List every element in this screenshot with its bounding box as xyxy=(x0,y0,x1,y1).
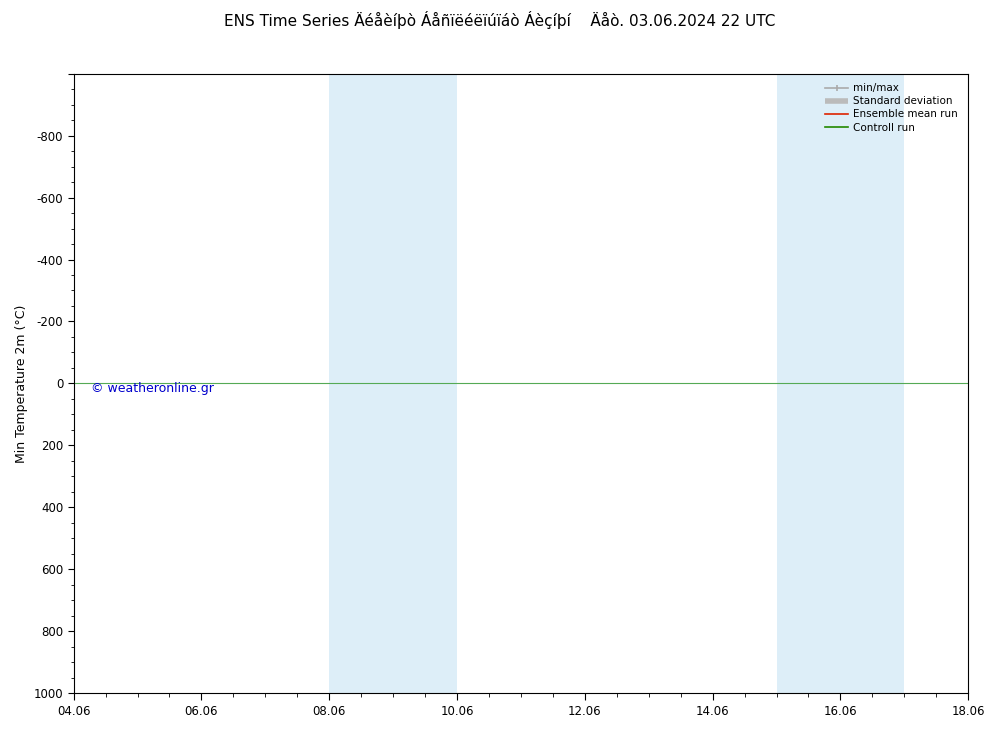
Bar xyxy=(329,73,457,693)
Bar xyxy=(777,73,904,693)
Text: ENS Time Series Äéåèíþò Áåñïëéëïúïáò Áèçíþí    Äåò. 03.06.2024 22 UTC: ENS Time Series Äéåèíþò Áåñïëéëïúïáò Áèç… xyxy=(224,11,776,29)
Legend: min/max, Standard deviation, Ensemble mean run, Controll run: min/max, Standard deviation, Ensemble me… xyxy=(822,80,961,136)
Y-axis label: Min Temperature 2m (°C): Min Temperature 2m (°C) xyxy=(15,304,28,463)
Text: © weatheronline.gr: © weatheronline.gr xyxy=(91,382,214,395)
